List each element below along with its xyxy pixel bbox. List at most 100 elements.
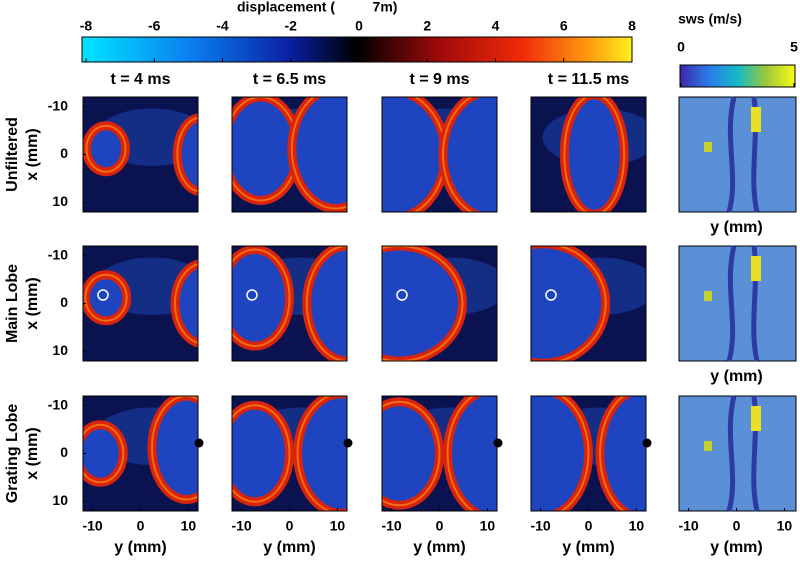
wave-ring-core <box>382 246 464 361</box>
colorbar-tick-label: 2 <box>423 18 431 34</box>
sws-image <box>678 395 797 512</box>
sws-image <box>678 245 797 362</box>
wave-ring-core <box>151 396 198 501</box>
wave-ring-core <box>382 400 441 507</box>
sws-tick-label: 0 <box>677 39 685 55</box>
x-tick-label: -10 <box>82 518 102 534</box>
column-title: t = 11.5 ms <box>548 71 629 88</box>
sws-patch <box>704 142 712 152</box>
x-axis-label: y (mm) <box>710 219 762 236</box>
displacement-image <box>531 396 646 511</box>
displacement-image <box>382 246 497 361</box>
panel-frame <box>381 245 498 362</box>
row-label: Grating Lobe <box>4 404 21 504</box>
sws-patch <box>704 441 712 451</box>
x-tick-label: -10 <box>381 518 401 534</box>
panel-frame <box>530 96 647 213</box>
column-title: t = 9 ms <box>409 71 469 88</box>
y-tick-label: 0 <box>60 294 68 310</box>
colorbar-tick-label: 0 <box>355 18 363 34</box>
colorbar-tick-label: 4 <box>492 18 500 34</box>
y-tick-label: 0 <box>60 444 68 460</box>
displacement-image <box>83 246 198 361</box>
y-tick-label: 10 <box>52 193 68 209</box>
y-tick-label: -10 <box>48 97 68 113</box>
x-tick-label: 10 <box>777 518 793 534</box>
y-tick-label: -10 <box>48 396 68 412</box>
displacement-image <box>83 396 198 511</box>
y-axis-label: x (mm) <box>24 277 41 329</box>
wave-ring-core <box>290 97 347 210</box>
wave-ring-core <box>446 396 475 511</box>
row-label: Unfiltered <box>4 117 21 192</box>
focus-marker <box>396 289 408 301</box>
wave-ring-core <box>232 248 291 348</box>
displacement-image <box>382 396 497 511</box>
sws-tick-label: 5 <box>790 39 798 55</box>
displacement-image <box>232 396 347 511</box>
colorbar-tick-label: -8 <box>80 18 93 34</box>
colorbar <box>81 36 633 63</box>
wave-ring-core <box>563 97 626 212</box>
wave-ring-core <box>305 246 347 361</box>
wave-ring-core <box>555 246 607 361</box>
y-tick-label: 10 <box>52 342 68 358</box>
x-axis-label: y (mm) <box>263 539 315 556</box>
panel-frame <box>231 96 348 213</box>
panel-frame <box>381 96 498 213</box>
x-tick-label: 10 <box>181 518 197 534</box>
focus-marker <box>545 289 557 301</box>
displacement-image <box>382 97 497 212</box>
x-axis-label: y (mm) <box>114 539 166 556</box>
source-marker <box>642 438 652 448</box>
sws-patch <box>704 291 712 301</box>
x-tick-label: 0 <box>436 518 444 534</box>
colorbar-tick-label: -4 <box>216 18 229 34</box>
wave-ring-core <box>296 396 333 511</box>
panel-frame <box>231 245 348 362</box>
x-tick-label: -10 <box>530 518 550 534</box>
displacement-image <box>232 97 347 212</box>
y-axis-label: x (mm) <box>24 427 41 479</box>
x-tick-label: 10 <box>330 518 346 534</box>
column-title: t = 4 ms <box>110 71 170 88</box>
x-tick-label: 10 <box>480 518 496 534</box>
y-tick-label: -10 <box>48 246 68 262</box>
y-tick-label: 0 <box>60 145 68 161</box>
column-title: t = 6.5 ms <box>253 71 326 88</box>
displacement-image <box>531 97 646 212</box>
x-tick-label: 0 <box>286 518 294 534</box>
x-axis-label: y (mm) <box>562 539 614 556</box>
focus-marker <box>246 289 258 301</box>
displacement-image <box>83 97 198 212</box>
wave-ring-core <box>83 423 125 484</box>
x-tick-label: 0 <box>585 518 593 534</box>
displacement-image <box>531 246 646 361</box>
wave-ring-core <box>174 263 198 344</box>
colorbar-tick-label: -2 <box>285 18 298 34</box>
colorbar-title: displacement ( <box>237 0 335 15</box>
y-axis-label: x (mm) <box>24 128 41 180</box>
wave-ring-core <box>232 404 291 503</box>
x-tick-label: -10 <box>678 518 698 534</box>
source-marker <box>493 438 503 448</box>
focus-marker <box>97 289 109 301</box>
colorbar-tick-label: -6 <box>148 18 161 34</box>
wave-ring-core <box>84 273 128 322</box>
x-axis-label: y (mm) <box>710 368 762 385</box>
x-tick-label: -10 <box>231 518 251 534</box>
colorbar-tick-label: 6 <box>560 18 568 34</box>
wave-ring-core <box>559 396 590 511</box>
x-tick-label: 0 <box>733 518 741 534</box>
sws-image <box>678 96 797 213</box>
row-label: Main Lobe <box>4 264 21 343</box>
source-marker <box>343 438 353 448</box>
sws-colorbar-title: sws (m/s) <box>678 11 742 27</box>
wave-ring-core <box>441 97 474 212</box>
sws-patch <box>751 107 761 132</box>
x-axis-label: y (mm) <box>710 539 762 556</box>
source-marker <box>194 438 204 448</box>
sws-patch <box>751 256 761 281</box>
wave-ring-core <box>176 116 198 193</box>
